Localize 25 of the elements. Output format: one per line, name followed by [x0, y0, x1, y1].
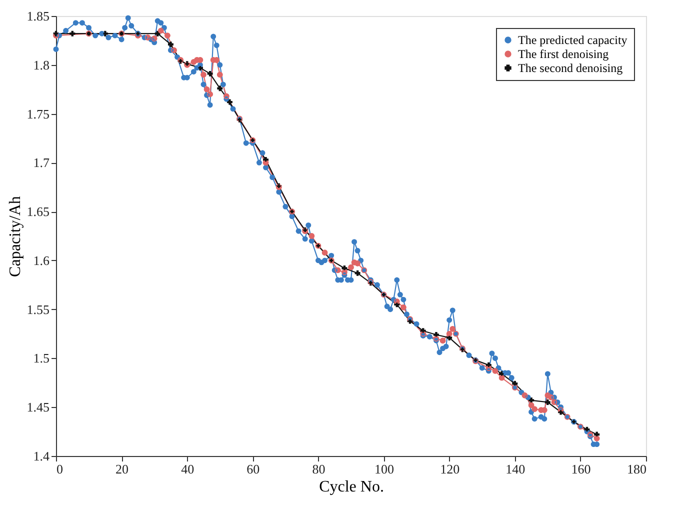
legend-label: The predicted capacity — [518, 33, 628, 47]
x-tick-label: 60 — [246, 462, 260, 476]
y-tick-label: 1.55 — [26, 302, 50, 317]
x-tick-label: 140 — [506, 462, 526, 476]
legend-label: The first denoising — [518, 47, 609, 61]
x-tick-label: 120 — [440, 462, 460, 476]
y-tick-label: 1.6 — [33, 252, 50, 268]
y-tick-label: 1.85 — [26, 8, 50, 24]
x-tick-label: 40 — [181, 462, 194, 476]
x-axis-title: Cycle No. — [319, 478, 384, 496]
y-tick-label: 1.65 — [26, 204, 50, 220]
y-tick-label: 1.4 — [33, 448, 50, 464]
y-tick-label: 1.75 — [26, 106, 50, 122]
x-tick-label: 0 — [56, 462, 63, 476]
x-tick-label: 100 — [374, 462, 394, 476]
x-tick-label: 180 — [627, 462, 646, 476]
y-tick-label: 1.45 — [26, 400, 50, 415]
y-tick-label: 1.5 — [33, 350, 50, 366]
x-tick-label: 160 — [571, 462, 591, 476]
legend-label: The second denoising — [518, 61, 623, 75]
x-tick-label: 20 — [116, 462, 129, 476]
y-tick-label: 1.8 — [33, 57, 50, 72]
y-tick-label: 1.7 — [33, 155, 50, 170]
y-axis-title: Capacity/Ah — [6, 196, 24, 277]
x-tick-label: 80 — [312, 462, 326, 476]
